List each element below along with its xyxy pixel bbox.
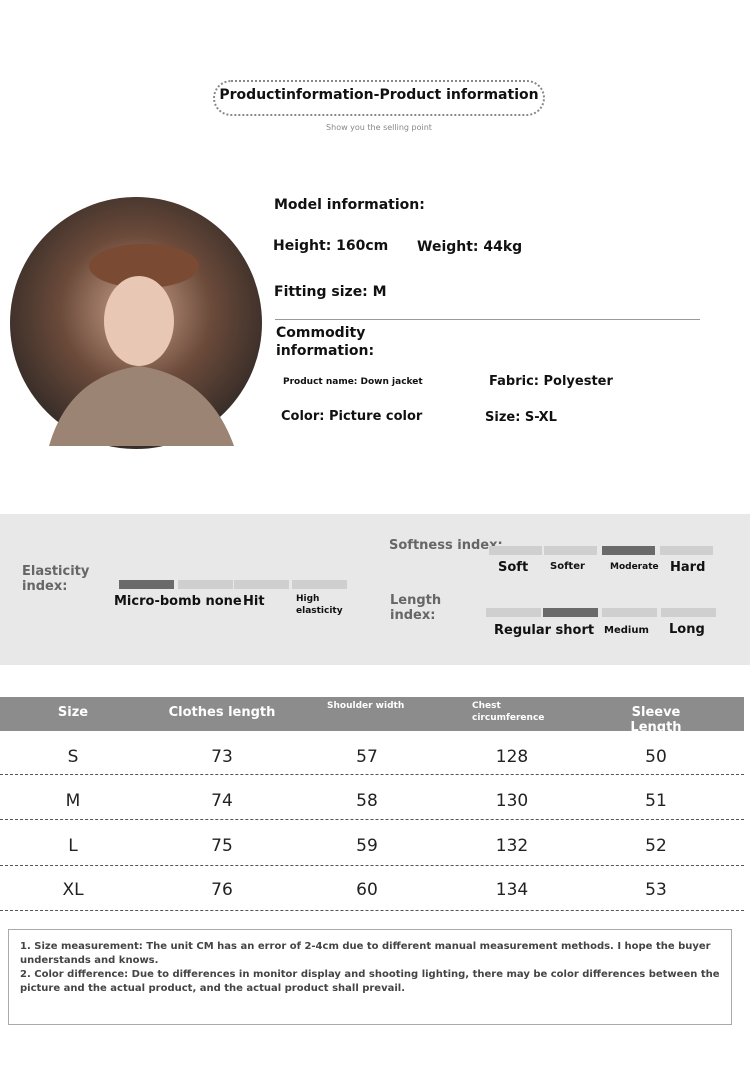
table-cell: 76: [211, 879, 233, 900]
index-segment: [544, 546, 597, 555]
table-cell: 60: [356, 879, 378, 900]
table-cell: S: [67, 747, 79, 767]
table-cell: 130: [495, 791, 529, 812]
model-photo: [10, 197, 262, 449]
table-cell: 59: [356, 835, 378, 856]
table-cell: 50: [645, 747, 667, 767]
row-separator: [0, 909, 744, 911]
index-segment: [489, 546, 542, 555]
table-cell: M: [65, 791, 81, 812]
table-cell: 53: [645, 879, 667, 900]
elasticity-label: Elasticity index:: [22, 564, 90, 594]
length-label: Length index:: [390, 593, 442, 623]
index-option: Long: [669, 622, 705, 637]
table-header: [0, 697, 744, 731]
index-option: Moderate: [610, 562, 659, 572]
index-segment: [292, 580, 347, 589]
index-option: Softer: [550, 561, 585, 572]
title-pill: [213, 80, 545, 116]
fabric: Fabric: Polyester: [489, 374, 613, 389]
table-cell: 51: [645, 791, 667, 812]
index-option: Regular short: [494, 623, 595, 638]
table-cell: 132: [495, 835, 529, 856]
model-heading: Model information:: [274, 197, 425, 213]
table-cell: 134: [495, 879, 529, 900]
table-cell: XL: [62, 879, 84, 900]
divider: [275, 319, 700, 320]
table-cell: L: [68, 835, 78, 856]
index-segment: [543, 608, 598, 617]
table-cell: 52: [645, 835, 667, 856]
column-header: Sleeve Length: [630, 705, 682, 735]
row-separator: [0, 864, 744, 866]
fitting-size: Fitting size: M: [274, 284, 387, 300]
column-header: Size: [57, 705, 89, 720]
index-option: Hard: [670, 560, 706, 575]
index-segment: [660, 546, 713, 555]
index-segment: [602, 546, 655, 555]
model-height: Height: 160cm: [273, 238, 389, 254]
row-separator: [0, 774, 744, 775]
row-separator: [0, 819, 744, 821]
index-segment: [119, 580, 174, 589]
index-option: Hit: [243, 594, 265, 609]
index-option: Micro-bomb none: [114, 594, 242, 609]
index-option: High elasticity: [296, 594, 343, 616]
product-name: Product name: Down jacket: [283, 377, 423, 387]
index-segment: [661, 608, 716, 617]
color: Color: Picture color: [281, 409, 423, 424]
index-segment: [486, 608, 541, 617]
note: 2. Color difference: Due to differences …: [20, 969, 720, 994]
commodity-heading: Commodity information:: [276, 325, 375, 359]
table-cell: 74: [211, 791, 233, 812]
note: 1. Size measurement: The unit CM has an …: [20, 941, 711, 966]
index-segment: [602, 608, 657, 617]
model-weight: Weight: 44kg: [417, 239, 523, 255]
index-segment: [178, 580, 233, 589]
subtitle: Show you the selling point: [326, 123, 432, 132]
table-cell: 58: [356, 791, 378, 812]
table-cell: 57: [356, 747, 378, 767]
title: Productinformation-Product information: [219, 87, 539, 103]
notes-box: 1. Size measurement: The unit CM has an …: [8, 929, 732, 1025]
index-option: Medium: [604, 625, 649, 636]
table-cell: 75: [211, 835, 233, 856]
table-cell: 73: [211, 747, 233, 767]
column-header: Clothes length: [168, 705, 276, 720]
table-cell: 128: [495, 747, 529, 767]
index-option: Soft: [498, 560, 529, 575]
index-band: [0, 514, 750, 665]
softness-label: Softness index:: [389, 538, 503, 553]
size-range: Size: S-XL: [485, 410, 557, 425]
index-segment: [234, 580, 289, 589]
column-header: Chest circumference: [472, 701, 545, 723]
column-header: Shoulder width: [327, 701, 405, 711]
